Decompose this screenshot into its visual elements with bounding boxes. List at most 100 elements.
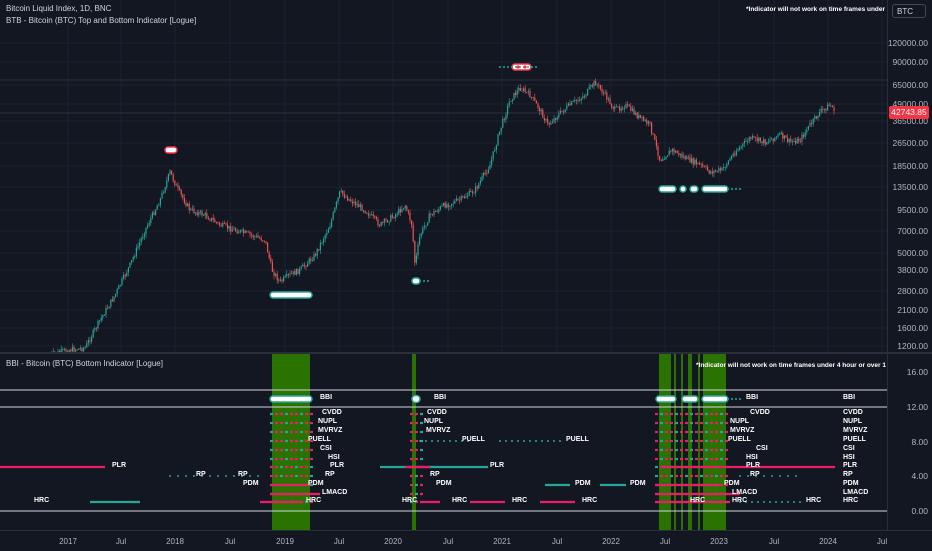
label-bbi: BBI xyxy=(434,394,446,401)
puell-dots xyxy=(559,440,561,442)
candle xyxy=(523,88,524,90)
label-csi: CSI xyxy=(756,445,768,452)
candle xyxy=(137,246,138,247)
label-rp: RP xyxy=(430,471,440,478)
candle xyxy=(816,116,817,118)
price-pane[interactable]: Bitcoin Liquid Index, 1D, BNC BTB - Bitc… xyxy=(0,0,888,352)
bbi-chart[interactable] xyxy=(0,354,888,530)
label-puell: PUELL xyxy=(728,436,751,443)
bbi-timeframe-note: *Indicator will not work on time frames … xyxy=(696,362,906,369)
candle xyxy=(150,218,151,223)
candle xyxy=(790,139,791,142)
candle xyxy=(435,211,436,212)
candle xyxy=(115,294,116,297)
candle xyxy=(145,228,146,235)
candle xyxy=(497,134,498,145)
candle xyxy=(285,276,286,277)
puell-dots xyxy=(449,440,451,442)
candle xyxy=(257,236,258,238)
candle xyxy=(529,91,530,97)
candle xyxy=(88,340,89,343)
candle xyxy=(200,211,201,212)
bbi-title: BBI - Bitcoin (BTC) Bottom Indicator [Lo… xyxy=(6,359,163,368)
candle xyxy=(160,198,161,205)
candle xyxy=(681,154,682,158)
candle xyxy=(225,223,226,224)
candle xyxy=(62,349,63,350)
indicator-pane[interactable]: BBI - Bitcoin (BTC) Bottom Indicator [Lo… xyxy=(0,354,888,530)
candle xyxy=(709,170,710,173)
candle xyxy=(78,348,79,349)
time-label: Jul xyxy=(660,537,670,546)
candle xyxy=(96,328,97,329)
candle xyxy=(280,280,281,281)
label-pdm: PDM xyxy=(630,480,646,487)
candle xyxy=(261,238,262,240)
label-hrc: HRC xyxy=(806,497,821,504)
candle xyxy=(601,89,602,93)
hrc-dots xyxy=(775,501,777,503)
candle xyxy=(536,101,537,104)
candle xyxy=(385,219,386,220)
hrc-dots xyxy=(757,501,759,503)
candle xyxy=(784,135,785,138)
candle xyxy=(337,198,338,202)
label-lmacd: LMACD xyxy=(732,489,757,496)
candle xyxy=(187,204,188,206)
candle xyxy=(328,229,329,233)
candle xyxy=(461,196,462,200)
candle xyxy=(85,347,86,348)
candle xyxy=(141,238,142,242)
candle xyxy=(208,218,209,220)
candle xyxy=(505,114,506,119)
candle xyxy=(765,139,766,144)
candle xyxy=(198,212,199,215)
candle xyxy=(624,108,625,109)
candle xyxy=(217,222,218,223)
bottom-marker-dots xyxy=(423,280,425,282)
candle xyxy=(395,214,396,218)
bottom-marker xyxy=(690,186,698,192)
candle xyxy=(521,91,522,92)
candle xyxy=(814,116,815,119)
candle xyxy=(771,139,772,140)
candle xyxy=(333,212,334,219)
candle xyxy=(307,263,308,266)
candle xyxy=(445,203,446,208)
candle xyxy=(173,175,174,181)
candle xyxy=(248,232,249,233)
bbi-pill xyxy=(412,396,420,403)
candle xyxy=(552,122,553,123)
label-hsi: HSI xyxy=(328,454,340,461)
candle xyxy=(701,164,702,165)
candle xyxy=(297,269,298,274)
candle xyxy=(144,234,145,237)
candle xyxy=(725,167,726,168)
label-cvdd: CVDD xyxy=(750,409,770,416)
symbol-box[interactable]: BTC xyxy=(892,4,926,18)
right-label-hrc: HRC xyxy=(843,497,858,504)
candle xyxy=(77,350,78,351)
candle xyxy=(787,138,788,142)
rp-dots xyxy=(747,475,749,477)
candle xyxy=(131,260,132,262)
time-label: 2019 xyxy=(276,537,294,546)
price-chart[interactable] xyxy=(0,0,888,352)
bbi-dots xyxy=(739,398,741,400)
candle xyxy=(283,277,284,281)
candle xyxy=(398,209,399,215)
candle xyxy=(813,119,814,124)
rp-dots xyxy=(779,475,781,477)
candle xyxy=(736,151,737,155)
top-marker-dots xyxy=(511,66,513,68)
candle xyxy=(429,214,430,223)
candle xyxy=(609,99,610,105)
candle xyxy=(259,237,260,238)
candle xyxy=(73,347,74,352)
candle xyxy=(741,146,742,147)
candle xyxy=(182,194,183,198)
candle xyxy=(685,156,686,159)
